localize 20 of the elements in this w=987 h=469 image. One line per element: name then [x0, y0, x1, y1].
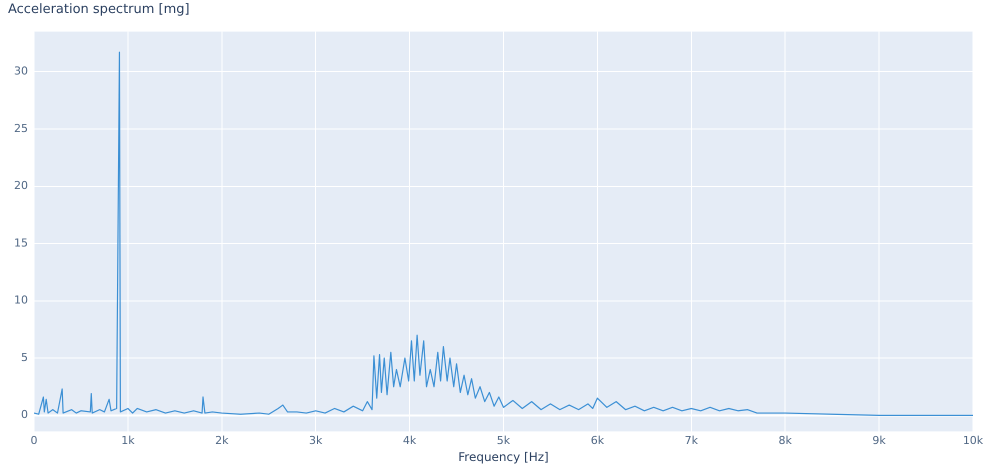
- y-tick-label: 5: [20, 350, 28, 364]
- x-tick-label: 4k: [402, 434, 417, 447]
- x-tick-label: 7k: [684, 434, 699, 447]
- chart-title: Acceleration spectrum [mg]: [8, 2, 190, 18]
- y-tick-label: 15: [14, 236, 28, 250]
- x-tick-label: 0: [30, 434, 38, 447]
- x-tick-label: 3k: [309, 434, 324, 447]
- x-tick-label: 2k: [215, 434, 230, 447]
- y-tick-label: 0: [20, 408, 28, 422]
- y-tick-label: 30: [14, 64, 28, 78]
- y-tick-label: 10: [14, 294, 28, 307]
- x-tick-label: 6k: [590, 434, 605, 447]
- x-tick-label: 9k: [872, 434, 886, 447]
- x-tick-label: 10k: [962, 434, 984, 447]
- x-tick-label: 8k: [778, 434, 793, 447]
- y-tick-label: 25: [14, 122, 28, 135]
- x-axis-title: Frequency [Hz]: [458, 450, 549, 464]
- x-tick-label: 1k: [121, 434, 136, 447]
- x-tick-label: 5k: [496, 434, 511, 447]
- y-tick-label: 20: [14, 179, 28, 192]
